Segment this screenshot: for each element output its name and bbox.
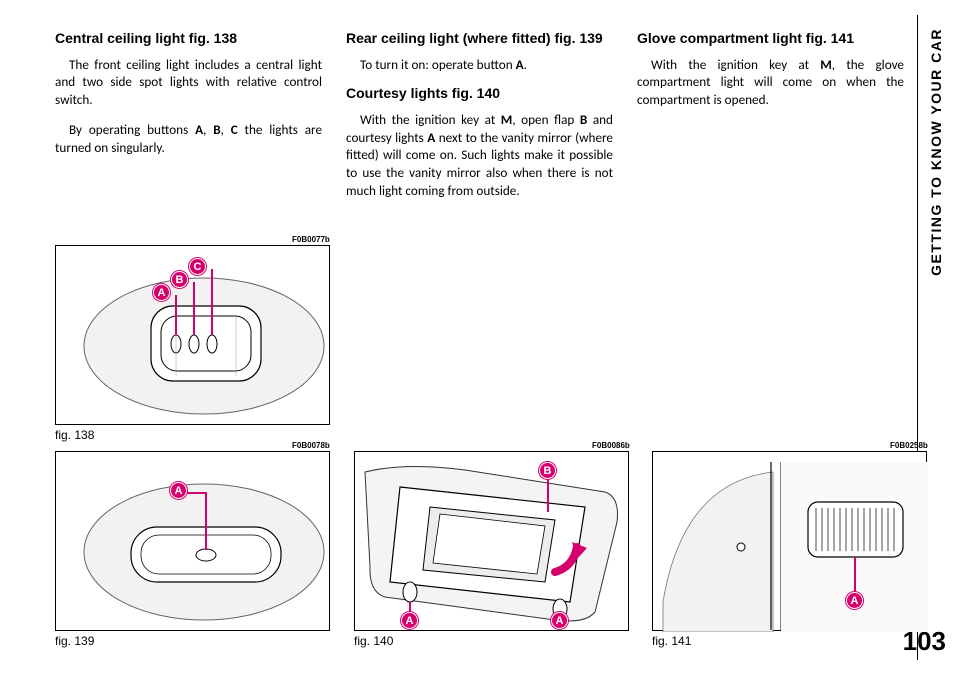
figure-140: B A A [354, 451, 629, 631]
fig139-code: F0B0078b [292, 441, 330, 450]
leader-140-b [547, 477, 549, 512]
heading-courtesy: Courtesy lights fig. 140 [346, 85, 613, 103]
badge-140-a2: A [551, 612, 568, 629]
fig140-caption: fig. 140 [354, 634, 393, 648]
para-c1-1: The front ceiling light includes a centr… [55, 56, 322, 109]
badge-140-b: B [539, 462, 556, 479]
figure-141: A [652, 451, 927, 631]
fig141-illustration [653, 452, 928, 632]
badge-139-a: A [170, 482, 187, 499]
fig138-code: F0B0077b [292, 235, 330, 244]
badge-138-b: B [171, 271, 188, 288]
heading-central-ceiling: Central ceiling light fig. 138 [55, 30, 322, 48]
heading-rear-ceiling: Rear ceiling light (where fitted) fig. 1… [346, 30, 613, 48]
column-3: Glove compartment light fig. 141 With th… [637, 30, 904, 212]
leader-c [211, 269, 213, 335]
column-2: Rear ceiling light (where fitted) fig. 1… [346, 30, 613, 212]
leader-141-a [854, 557, 856, 595]
badge-141-a: A [846, 592, 863, 609]
badge-138-a: A [153, 284, 170, 301]
para-c3-1: With the ignition key at M, the glove co… [637, 56, 904, 109]
figure-139: A [55, 451, 330, 631]
badge-138-c: C [189, 258, 206, 275]
fig141-caption: fig. 141 [652, 634, 691, 648]
badge-140-a1: A [401, 612, 418, 629]
fig141-code: F0B0258b [890, 441, 928, 450]
para-c1-2: By operating buttons A, B, C the lights … [55, 121, 322, 157]
manual-page: GETTING TO KNOW YOUR CAR 103 Central cei… [0, 0, 954, 675]
fig140-illustration [355, 452, 630, 632]
para-c2-2: With the ignition key at M, open flap B … [346, 111, 613, 200]
leader-139-a [205, 499, 207, 550]
fig139-illustration [56, 452, 331, 632]
heading-glove: Glove compartment light fig. 141 [637, 30, 904, 48]
text-columns: Central ceiling light fig. 138 The front… [55, 30, 904, 212]
fig139-caption: fig. 139 [55, 634, 94, 648]
fig138-caption: fig. 138 [55, 428, 94, 442]
column-1: Central ceiling light fig. 138 The front… [55, 30, 322, 212]
chapter-side-label: GETTING TO KNOW YOUR CAR [928, 28, 944, 276]
fig140-code: F0B0086b [592, 441, 630, 450]
figure-138: A B C [55, 245, 330, 425]
leader-b [193, 282, 195, 335]
para-c2-1: To turn it on: operate button A. [346, 56, 613, 74]
leader-a [175, 295, 177, 335]
